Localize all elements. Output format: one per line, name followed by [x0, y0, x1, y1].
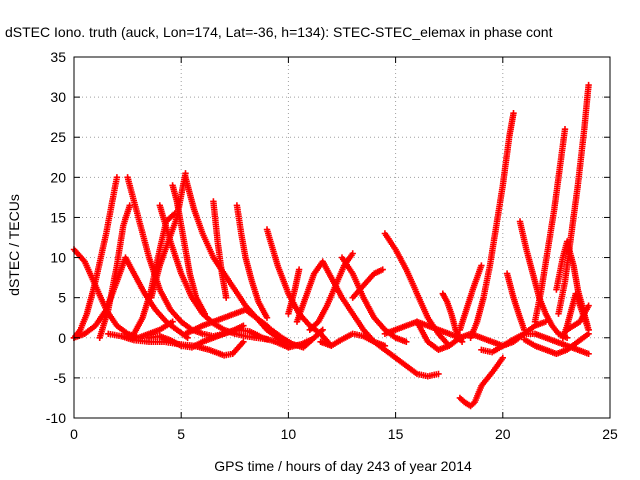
- data-series: [145, 330, 228, 351]
- data-point: [478, 262, 485, 269]
- x-axis-label: GPS time / hours of day 243 of year 2014: [214, 458, 472, 474]
- x-tick-label: 20: [495, 426, 511, 442]
- data-series: [559, 290, 592, 341]
- data-point: [561, 126, 569, 133]
- data-point: [319, 326, 326, 333]
- data-point: [403, 338, 410, 345]
- chart-title: dSTEC Iono. truth (auck, Lon=174, Lat=-3…: [5, 24, 553, 40]
- data-series: [456, 262, 485, 333]
- y-tick-label: 5: [58, 290, 66, 306]
- x-tick-label: 15: [388, 426, 404, 442]
- y-tick-label: -5: [54, 370, 67, 386]
- data-series: [268, 326, 326, 351]
- data-series: [317, 330, 389, 349]
- data-point: [349, 250, 356, 257]
- data-series: [439, 290, 466, 345]
- data-point: [379, 266, 386, 273]
- data-series: [371, 338, 442, 380]
- data-series: [521, 330, 592, 357]
- data-series: [478, 330, 592, 357]
- y-tick-label: 10: [50, 250, 66, 266]
- data-series: [349, 266, 386, 301]
- data-series: [148, 170, 189, 301]
- x-tick-label: 0: [70, 426, 78, 442]
- data-point: [113, 174, 121, 181]
- data-series: [467, 110, 517, 341]
- data-point: [521, 326, 528, 333]
- data-point: [510, 110, 517, 117]
- data-point: [263, 314, 271, 321]
- plot-frame: [73, 56, 611, 419]
- x-tick-label: 5: [177, 426, 185, 442]
- data-series: [233, 202, 271, 321]
- data-series: [285, 266, 303, 317]
- data-series: [456, 354, 506, 410]
- data-series: [503, 270, 528, 333]
- y-tick-label: 15: [50, 209, 66, 225]
- data-series: [563, 302, 592, 333]
- data-point: [585, 350, 592, 357]
- data-series: [70, 174, 121, 341]
- y-tick-label: 35: [50, 49, 66, 65]
- grid: [74, 57, 610, 418]
- data-point: [295, 266, 303, 273]
- data-point: [585, 302, 592, 309]
- data-series: [96, 202, 133, 341]
- data-point: [585, 81, 592, 89]
- x-tick-label: 25: [602, 426, 618, 442]
- data-point: [435, 370, 442, 378]
- data-point: [585, 326, 592, 333]
- data-series: [531, 126, 569, 325]
- data-point: [201, 310, 208, 317]
- y-axis: -10 -5 0 5 10 15 20 25 30 35: [46, 49, 610, 426]
- data-series: [555, 81, 592, 317]
- x-tick-label: 10: [281, 426, 297, 442]
- data-point: [499, 354, 506, 361]
- y-tick-label: 25: [50, 129, 66, 145]
- y-tick-label: 20: [50, 169, 66, 185]
- data-layer: [70, 81, 592, 410]
- y-tick-label: 0: [58, 330, 66, 346]
- y-tick-label: -10: [46, 410, 66, 426]
- data-series: [210, 198, 230, 301]
- y-tick-label: 30: [50, 89, 66, 105]
- y-axis-label: dSTEC / TECUs: [6, 194, 22, 296]
- data-point: [240, 338, 247, 345]
- data-point: [223, 294, 230, 301]
- x-axis: 0 5 10 15 20 25: [70, 57, 618, 442]
- data-point: [458, 338, 466, 345]
